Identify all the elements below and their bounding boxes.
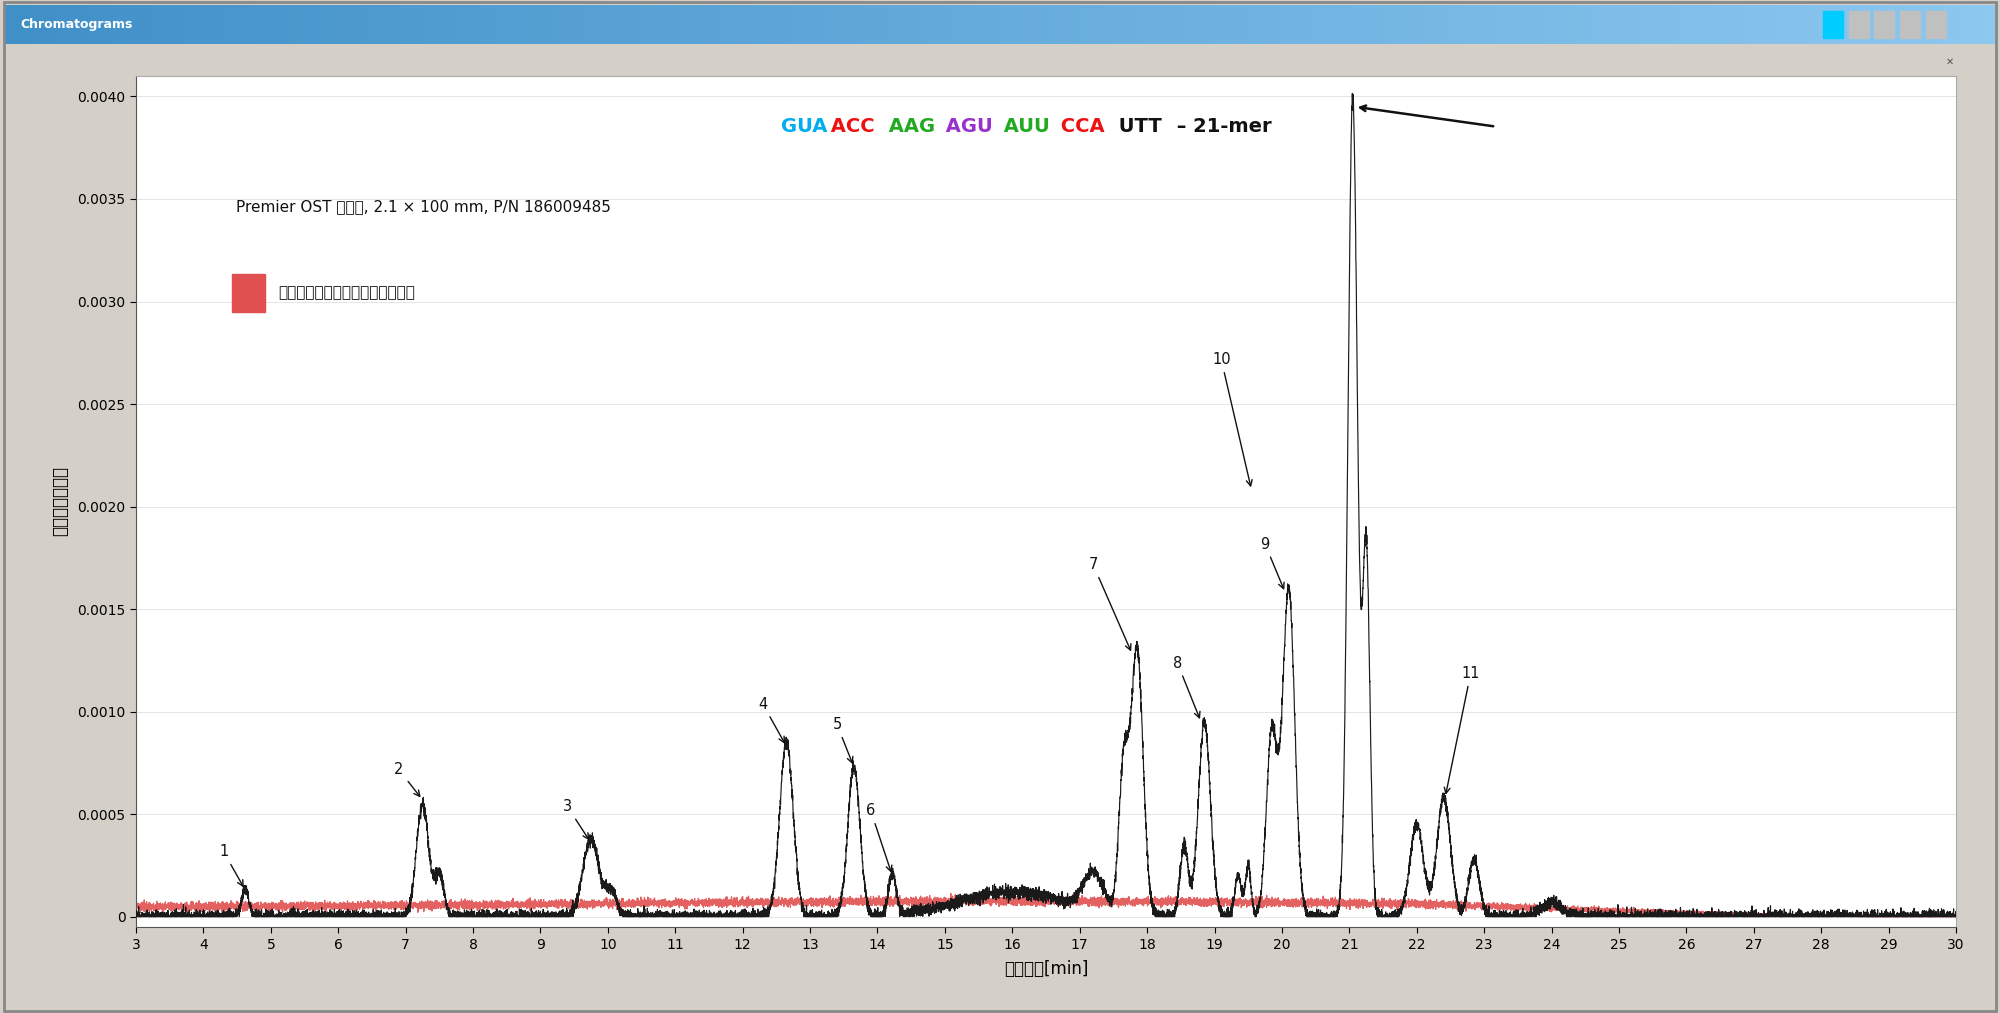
Text: AAG: AAG	[882, 118, 934, 136]
X-axis label: 保留时间[min]: 保留时间[min]	[1004, 960, 1088, 979]
Text: 2: 2	[394, 762, 420, 796]
Text: – 21-mer: – 21-mer	[1170, 118, 1272, 136]
Bar	[1900, 11, 1920, 37]
Text: AGU: AGU	[940, 118, 992, 136]
Text: ACC: ACC	[824, 118, 874, 136]
Text: UTT: UTT	[1112, 118, 1162, 136]
Text: 11: 11	[1444, 666, 1480, 793]
Text: 红色迹线：样品进样前的空白进样: 红色迹线：样品进样前的空白进样	[278, 286, 414, 301]
Text: 9: 9	[1260, 537, 1284, 589]
Text: 10: 10	[1212, 353, 1252, 486]
Text: 1: 1	[220, 844, 244, 886]
Text: Premier OST 色谱柱, 2.1 × 100 mm, P/N 186009485: Premier OST 色谱柱, 2.1 × 100 mm, P/N 18600…	[236, 200, 610, 215]
Text: AUU: AUU	[996, 118, 1050, 136]
Text: 6: 6	[866, 803, 892, 871]
Text: 8: 8	[1172, 655, 1200, 718]
Y-axis label: 吸光度［ＡＵ］: 吸光度［ＡＵ］	[52, 466, 68, 537]
Bar	[1874, 11, 1894, 37]
Text: Chromatograms: Chromatograms	[20, 18, 132, 30]
Bar	[232, 275, 266, 312]
Bar	[1926, 11, 1946, 37]
Text: ✕: ✕	[1946, 57, 1954, 67]
Text: 3: 3	[562, 799, 588, 839]
Text: 4: 4	[758, 697, 784, 743]
Bar	[1822, 11, 1842, 37]
Text: 7: 7	[1088, 557, 1130, 650]
Bar	[1848, 11, 1868, 37]
Text: CCA: CCA	[1054, 118, 1106, 136]
Text: 5: 5	[832, 717, 852, 763]
Text: GUA: GUA	[780, 118, 828, 136]
